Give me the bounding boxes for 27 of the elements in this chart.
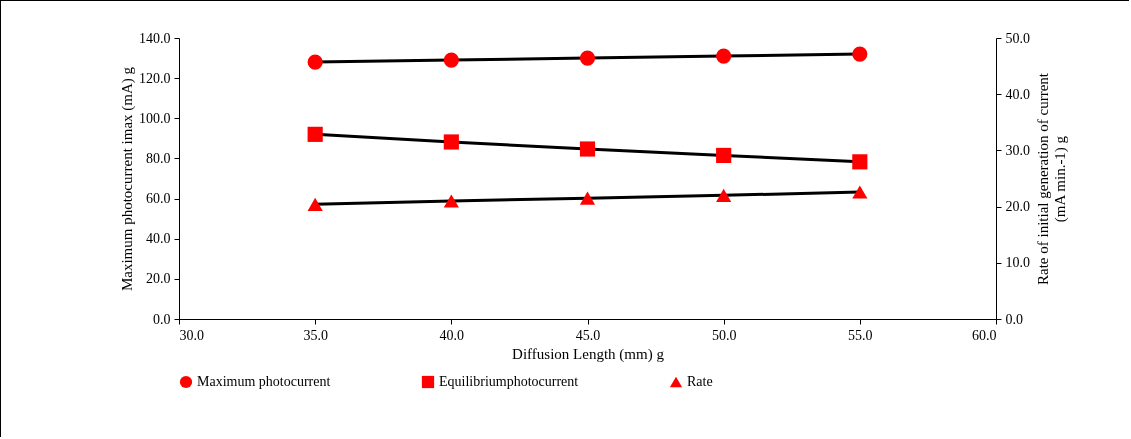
legend-label: Rate	[687, 374, 713, 389]
x-tick-label: 40.0	[439, 327, 465, 343]
y-tick-label: 140.0	[139, 30, 171, 46]
y-tick-label: 20.0	[146, 271, 171, 287]
y2-tick-label: 40.0	[1005, 86, 1030, 102]
y-tick-label: 0.0	[153, 311, 171, 327]
x-tick-label: 55.0	[848, 327, 873, 343]
x-tick-label: 35.0	[303, 327, 328, 343]
x-tick-label: 60.0	[972, 327, 997, 343]
x-tick-label: 50.0	[711, 327, 737, 343]
y2-tick-label: 20.0	[1005, 199, 1030, 215]
legend-label: Maximum photocurrent	[197, 374, 331, 389]
x-tick-label: 45.0	[575, 327, 601, 343]
y-tick-label: 80.0	[146, 150, 171, 166]
y-tick-label: 120.0	[139, 70, 171, 86]
y-axis-title: Maximum photocurrent imax (mA) g	[119, 66, 136, 292]
x-axis-title: Diffusion Length (mm) g	[512, 345, 665, 363]
y2-tick-label: 50.0	[1005, 30, 1030, 46]
y-tick-label: 100.0	[139, 110, 171, 126]
x-tick-label: 30.0	[179, 327, 204, 343]
y2-tick-label: 10.0	[1005, 255, 1030, 271]
y-tick-label: 60.0	[146, 191, 171, 207]
y2-axis-title: Rate of initial generation of current (mA min.-1) g	[1035, 72, 1069, 285]
y2-tick-label: 30.0	[1005, 142, 1030, 158]
legend-label: Equilibriumphotocurrent	[439, 374, 579, 389]
y-tick-label: 40.0	[146, 231, 171, 247]
y2-tick-label: 0.0	[1005, 311, 1023, 327]
